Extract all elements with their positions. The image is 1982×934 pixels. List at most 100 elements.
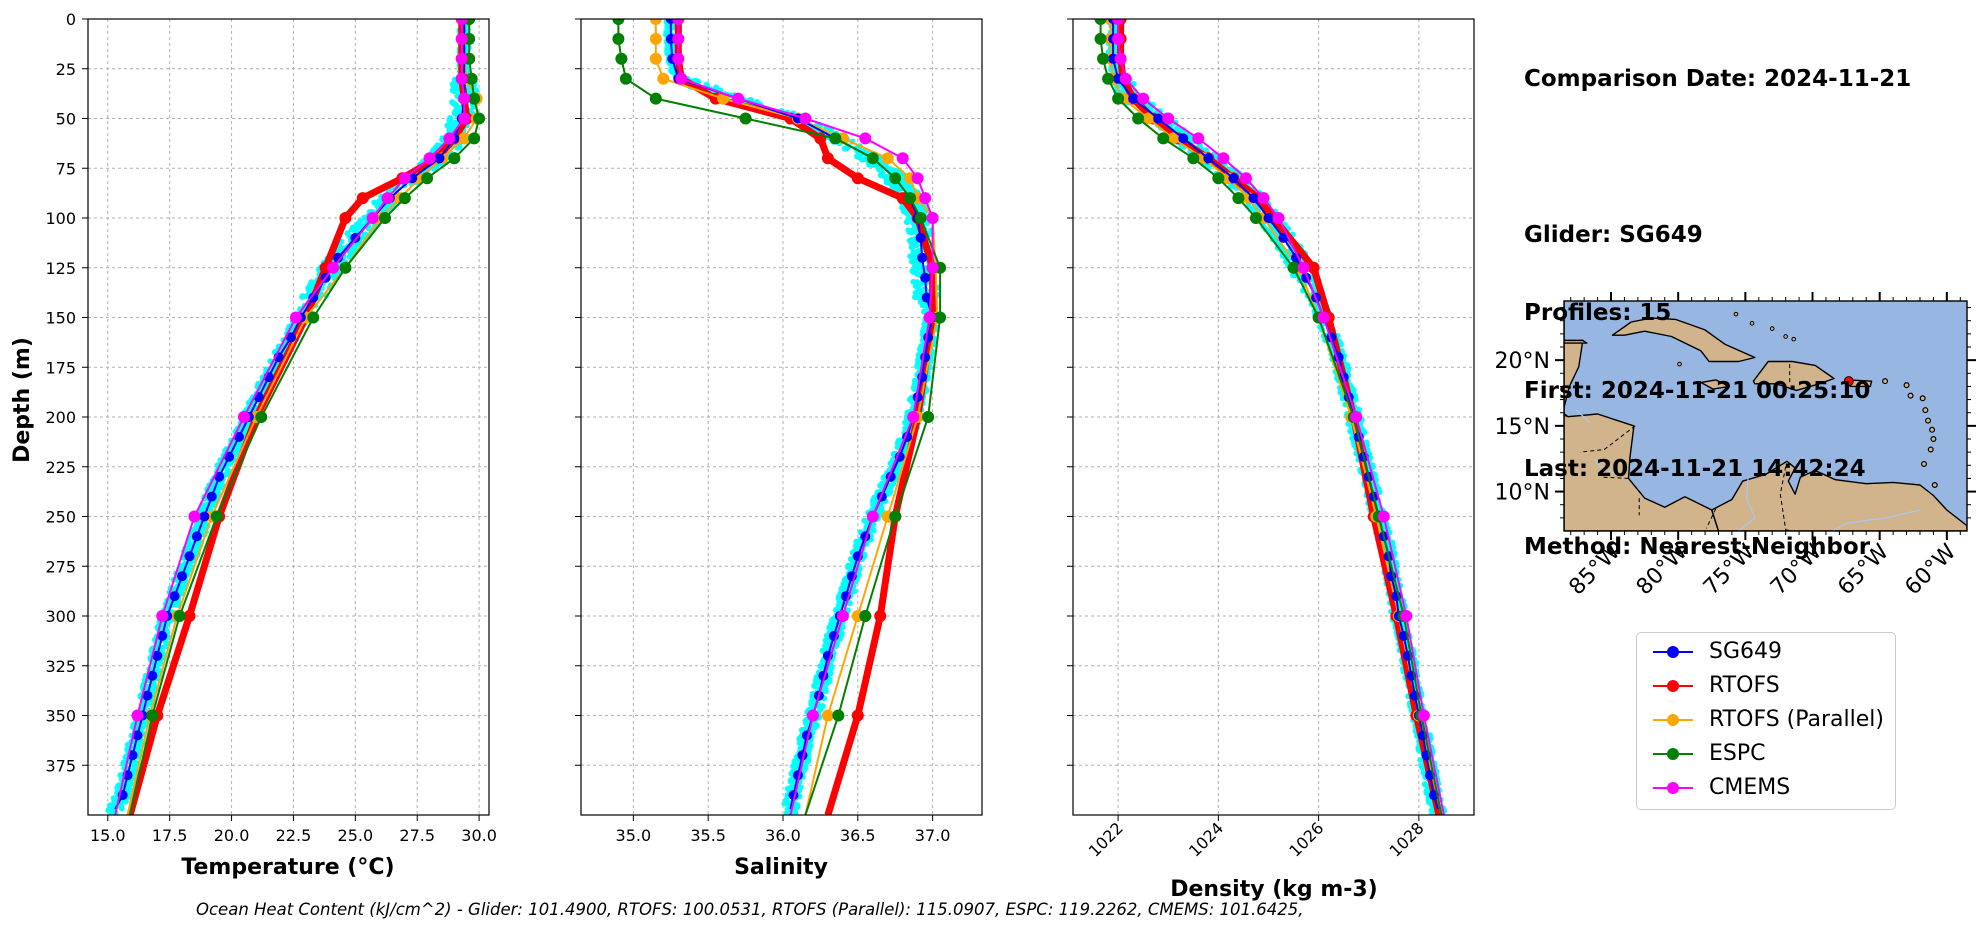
series-point [1317,311,1330,324]
x-tick-label: 22.5 [276,826,312,845]
glider-raw-point [812,721,819,728]
y-tick-label: 125 [45,259,76,278]
series-point [649,52,662,65]
y-tick-label: 325 [45,657,76,676]
series-point [921,292,932,303]
series-point [612,32,625,45]
plot-area [612,19,947,815]
glider-raw-point [106,802,113,809]
x-tick-label: 36.5 [840,826,876,845]
glider-raw-point [157,659,164,666]
y-tick-label: 50 [56,110,76,129]
island [1783,334,1788,339]
glider-raw-point [365,225,372,232]
plot-area [1094,19,1447,815]
series-point [206,491,217,502]
glider-raw-point [781,800,788,807]
series-point [1094,32,1107,45]
series-point [177,571,188,582]
series-point [649,32,662,45]
series-point [1112,92,1125,105]
glider-raw-point [905,227,912,234]
series-point [152,650,163,661]
x-tick-label: 1022 [1085,818,1127,860]
series-point [448,152,461,165]
series-point [1212,172,1225,185]
temperature-panel: 15.0 17.5 20.0 22.5 25.0 27.5 30.0025507510012… [45,10,496,845]
series-point [1307,261,1320,274]
glider-raw-point [353,224,360,231]
series-point [859,132,872,145]
glider-raw-profiles [663,19,943,815]
y-tick-label: 350 [45,707,76,726]
depth-axis-label: Depth (m) [10,337,35,463]
location-map: 85°W 80°W 75°W 70°W 65°W 60°W20°N15°N10°N [1495,292,1976,600]
island [1907,392,1914,399]
glider-raw-point [914,270,921,277]
series-point [333,252,344,263]
series-point [183,610,196,622]
series-point [615,52,628,65]
series-point [1228,173,1239,184]
series-point [672,32,685,45]
glider-raw-point [821,686,828,693]
series-cmems [672,19,939,815]
series-point [1097,52,1110,65]
comparison-date: Comparison Date: 2024-11-21 [1524,66,1912,92]
series-rtofs [672,19,939,815]
glider-raw-point [828,625,835,632]
glider-raw-point [150,687,157,694]
series-point [1162,112,1175,125]
yucatan-top-landmass [1564,301,1588,344]
series-point [398,172,411,185]
series-point [458,112,471,125]
x-tick-label: 25.0 [338,826,374,845]
x-tick-label: 27.5 [399,826,435,845]
series-point [1178,133,1189,144]
series-sg649 [665,19,938,810]
glider-raw-point [861,551,868,558]
series-point [612,19,625,25]
series-point [1217,152,1230,165]
y-tick-label: 300 [45,607,76,626]
series-point [907,411,920,423]
jamaica-landmass [1700,379,1730,390]
series-point [142,690,153,701]
series-point [619,72,632,85]
land [1564,301,1967,531]
series-point [210,510,223,523]
series-cmems [114,19,471,815]
y-tick-label: 175 [45,358,76,377]
x-tick-label: 1028 [1385,818,1427,860]
series-point [169,591,180,602]
salinity-panel: 35.0 35.5 36.0 36.5 37.0 [575,18,983,845]
glider-raw-point [859,156,866,163]
legend-marker-icon [1667,782,1679,794]
series-point [1263,213,1274,223]
legend-marker-icon [1667,714,1679,726]
series-point [465,72,478,85]
x-tick-label: 37.0 [915,826,951,845]
first-time: First: 2024-11-21 00:25:10 [1524,378,1871,404]
x-tick-label: 20.0 [214,826,250,845]
last-time: Last: 2024-11-21 14:42:24 [1524,456,1866,482]
series-point [184,551,195,562]
glider-raw-point [922,301,929,308]
legend-item-cmems: CMEMS [1647,771,1887,805]
island [1769,326,1775,331]
series-point [1272,212,1285,224]
glider-raw-point [832,607,839,614]
island [1930,436,1937,443]
glider-raw-point [792,809,799,815]
x-tick-label: 35.0 [616,826,652,845]
series-point [1278,232,1289,243]
glider-raw-point [303,293,310,300]
glider-raw-point [1347,428,1354,435]
series-point [468,132,481,145]
x-tick-label: 36.0 [765,826,801,845]
series-point [1377,510,1390,523]
series-point [739,112,752,125]
series-rtofs [126,19,473,815]
river [1738,478,1756,531]
